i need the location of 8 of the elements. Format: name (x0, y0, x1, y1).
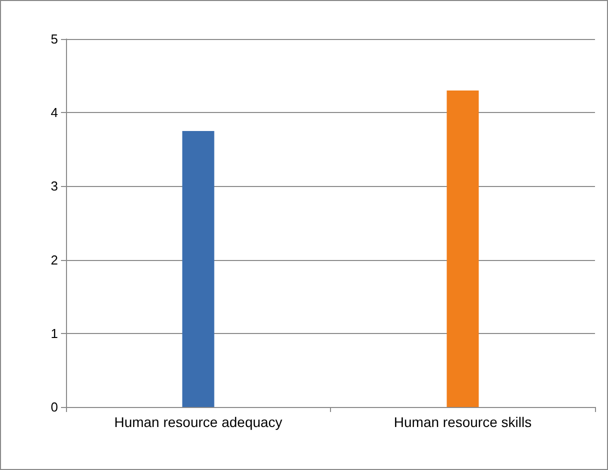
y-tick-label: 2 (50, 252, 58, 268)
y-tick-label: 3 (50, 178, 58, 194)
y-tick-label: 4 (50, 105, 58, 120)
y-tick-label: 0 (50, 400, 58, 414)
x-tick-label: Human resource skills (394, 414, 532, 430)
y-tick-label: 5 (50, 32, 58, 46)
y-tick-label: 1 (50, 326, 58, 341)
x-tick-label: Human resource adequacy (114, 414, 282, 430)
